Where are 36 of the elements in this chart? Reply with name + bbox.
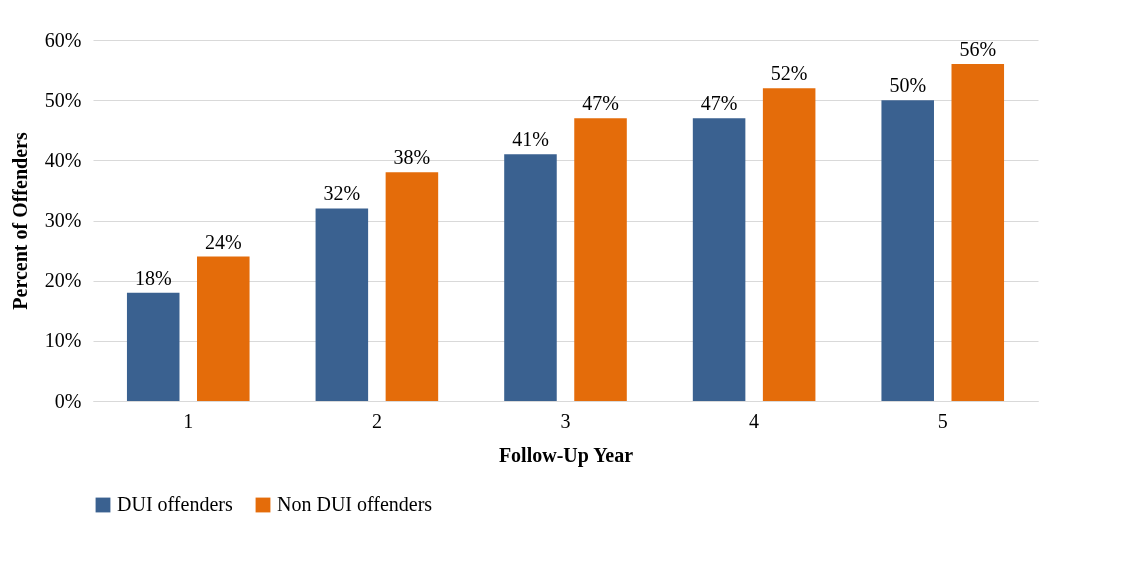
y-tick-label: 20% [44, 269, 82, 292]
bar [197, 256, 250, 401]
y-tick-label: 40% [44, 148, 82, 171]
data-label: 38% [393, 146, 431, 169]
bar [385, 172, 439, 401]
bar [762, 88, 816, 401]
y-tick-label: 60% [44, 28, 82, 51]
y-tick-label: 0% [54, 389, 82, 412]
x-tick-label: 4 [749, 409, 760, 432]
data-label: 41% [512, 128, 549, 151]
data-label: 56% [959, 38, 997, 61]
bar [126, 292, 180, 401]
bar [504, 154, 557, 401]
data-label: 52% [770, 62, 808, 85]
x-axis-title: Follow-Up Year [498, 443, 634, 467]
bar [574, 118, 627, 401]
data-label: 24% [204, 230, 242, 253]
data-label: 18% [134, 266, 172, 289]
x-tick-label: 2 [371, 409, 382, 432]
y-tick-label: 30% [44, 209, 82, 231]
y-tick-label: 10% [44, 329, 82, 352]
x-tick-label: 3 [560, 409, 571, 432]
bar [881, 100, 934, 401]
data-label: 32% [323, 182, 361, 205]
legend-label: Non DUI offenders [277, 493, 433, 515]
y-tick-label: 50% [44, 88, 82, 111]
y-axis-title: Percent of Offenders [8, 132, 31, 310]
bar [315, 208, 369, 401]
legend-label: DUI offenders [117, 493, 233, 515]
data-label: 50% [889, 74, 927, 97]
x-tick-label: 5 [937, 409, 948, 432]
bar [951, 64, 1005, 401]
data-label: 47% [700, 92, 738, 115]
data-label: 47% [582, 92, 619, 115]
bar [692, 118, 746, 401]
x-tick-label: 1 [183, 409, 194, 432]
